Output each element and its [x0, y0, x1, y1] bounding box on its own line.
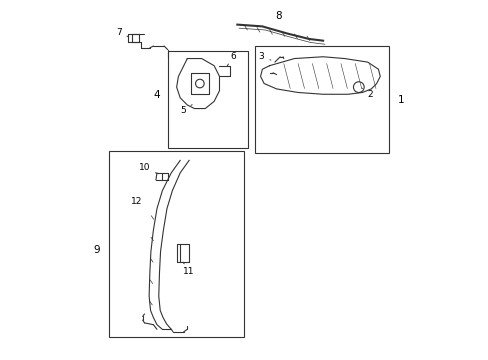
Text: 3: 3	[258, 52, 270, 61]
FancyBboxPatch shape	[167, 51, 247, 148]
Text: 9: 9	[93, 245, 100, 255]
FancyBboxPatch shape	[255, 46, 388, 153]
Text: 6: 6	[227, 52, 236, 66]
Text: 8: 8	[275, 11, 281, 21]
Text: 2: 2	[361, 88, 372, 99]
Text: 11: 11	[183, 262, 195, 276]
FancyBboxPatch shape	[108, 152, 244, 337]
Text: 4: 4	[153, 90, 160, 100]
Text: 7: 7	[116, 28, 128, 37]
Text: 5: 5	[180, 105, 192, 115]
Text: 1: 1	[397, 95, 404, 105]
Text: 12: 12	[131, 197, 142, 206]
Text: 10: 10	[139, 163, 157, 174]
